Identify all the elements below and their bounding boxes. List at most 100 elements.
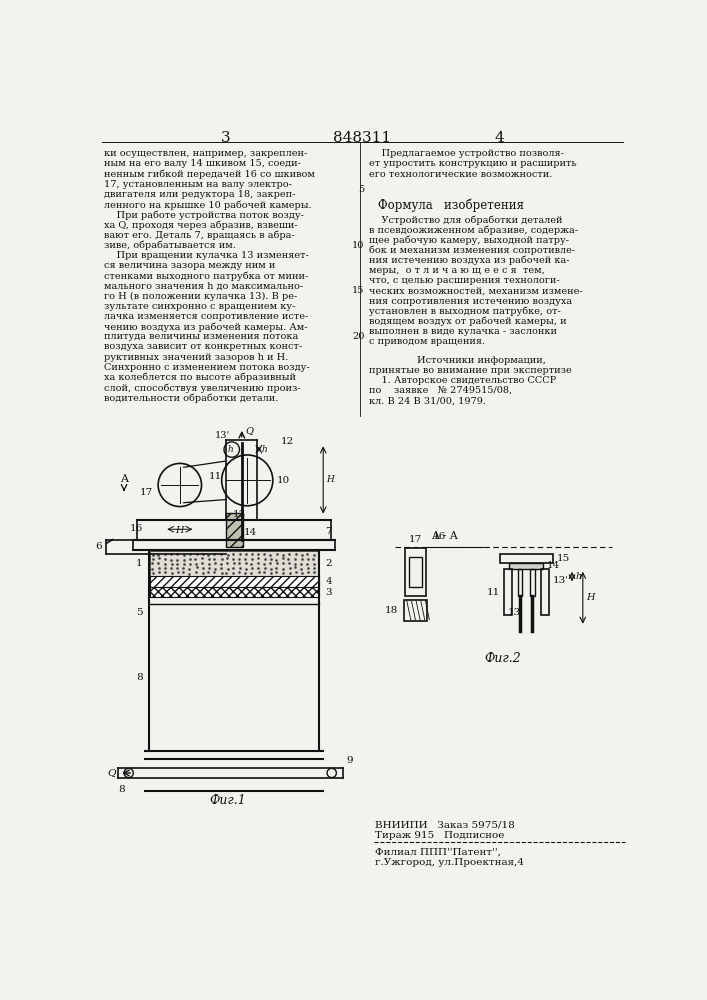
- Text: 13: 13: [508, 608, 521, 617]
- Bar: [409, 557, 421, 587]
- Text: 9: 9: [346, 756, 353, 765]
- Text: выполнен в виде кулачка - заслонки: выполнен в виде кулачка - заслонки: [369, 327, 557, 336]
- Text: плитуда величины изменения потока: плитуда величины изменения потока: [104, 332, 298, 341]
- Text: что, с целью расширения технологи-: что, с целью расширения технологи-: [369, 276, 559, 285]
- Text: H: H: [327, 475, 334, 484]
- Text: 848311: 848311: [333, 131, 391, 145]
- Text: 5: 5: [136, 608, 143, 617]
- Text: 20: 20: [352, 332, 364, 341]
- Text: 15: 15: [352, 286, 364, 295]
- Text: Филиал ППП''Патент'',: Филиал ППП''Патент'',: [375, 848, 501, 857]
- Text: Фиг.2: Фиг.2: [484, 652, 521, 665]
- Text: 3: 3: [221, 131, 230, 145]
- Text: Источники информации,: Источники информации,: [392, 356, 546, 365]
- Bar: [150, 587, 319, 597]
- Text: мального значения h до максимально-: мального значения h до максимально-: [104, 281, 303, 290]
- Text: Синхронно с изменением потока возду-: Синхронно с изменением потока возду-: [104, 363, 310, 372]
- Text: 16: 16: [129, 524, 143, 533]
- Text: ния сопротивления истечению воздуха: ния сопротивления истечению воздуха: [369, 297, 572, 306]
- Text: зиве, обрабатывается им.: зиве, обрабатывается им.: [104, 241, 235, 250]
- Text: 12: 12: [281, 437, 294, 446]
- Bar: [518, 569, 522, 596]
- Text: водительности обработки детали.: водительности обработки детали.: [104, 393, 279, 403]
- Text: его технологические возможности.: его технологические возможности.: [369, 170, 552, 179]
- Bar: [504, 569, 512, 615]
- Text: 13': 13': [553, 576, 568, 585]
- Text: Предлагаемое устройство позволя-: Предлагаемое устройство позволя-: [369, 149, 563, 158]
- Text: ха Q, проходя через абразив, взвеши-: ха Q, проходя через абразив, взвеши-: [104, 220, 298, 230]
- Text: При работе устройства поток возду-: При работе устройства поток возду-: [104, 210, 304, 220]
- Text: ненным гибкой передачей 16 со шкивом: ненным гибкой передачей 16 со шкивом: [104, 170, 315, 179]
- Bar: [530, 569, 534, 596]
- Text: 16: 16: [433, 532, 445, 541]
- Text: меры,  о т л и ч а ю щ е е с я  тем,: меры, о т л и ч а ю щ е е с я тем,: [369, 266, 544, 275]
- Text: 1. Авторское свидетельство СССР: 1. Авторское свидетельство СССР: [369, 376, 556, 385]
- Text: вают его. Деталь 7, вращаясь в абра-: вают его. Деталь 7, вращаясь в абра-: [104, 231, 295, 240]
- Text: A: A: [120, 474, 128, 484]
- Text: h: h: [228, 445, 233, 454]
- Text: 14: 14: [547, 561, 560, 570]
- Bar: [509, 563, 543, 569]
- Text: водящем воздух от рабочей камеры, и: водящем воздух от рабочей камеры, и: [369, 317, 566, 326]
- Text: стенками выходного патрубка от мини-: стенками выходного патрубка от мини-: [104, 271, 308, 281]
- Text: H: H: [175, 526, 184, 535]
- Text: руктивных значений зазоров h и H.: руктивных значений зазоров h и H.: [104, 353, 288, 362]
- Bar: [404, 600, 427, 621]
- Text: по    заявке   № 2749515/08,: по заявке № 2749515/08,: [369, 386, 512, 395]
- Text: 15: 15: [556, 554, 570, 563]
- Text: 2: 2: [325, 559, 332, 568]
- Text: Тираж 915   Подписное: Тираж 915 Подписное: [375, 831, 505, 840]
- Text: 14: 14: [243, 528, 257, 537]
- Bar: [226, 513, 243, 547]
- Text: 11: 11: [209, 472, 223, 481]
- Text: ВНИИПИ   Заказ 5975/18: ВНИИПИ Заказ 5975/18: [375, 821, 515, 830]
- Text: го H (в положении кулачка 13). В ре-: го H (в положении кулачка 13). В ре-: [104, 292, 297, 301]
- Text: ки осуществлен, например, закреплен-: ки осуществлен, например, закреплен-: [104, 149, 307, 158]
- Text: 8: 8: [118, 785, 125, 794]
- Text: с приводом вращения.: с приводом вращения.: [369, 337, 485, 346]
- Bar: [500, 554, 553, 563]
- Text: 8: 8: [136, 673, 143, 682]
- Text: ческих возможностей, механизм измене-: ческих возможностей, механизм измене-: [369, 286, 583, 295]
- Bar: [150, 576, 319, 587]
- Text: 5: 5: [358, 185, 364, 194]
- Text: лачка изменяется сопротивление исте-: лачка изменяется сопротивление исте-: [104, 312, 308, 321]
- Text: 3: 3: [325, 588, 332, 597]
- Text: Q: Q: [107, 768, 115, 777]
- Text: чению воздуха из рабочей камеры. Ам-: чению воздуха из рабочей камеры. Ам-: [104, 322, 308, 332]
- Text: ет упростить конструкцию и расширить: ет упростить конструкцию и расширить: [369, 159, 576, 168]
- Text: 13: 13: [233, 510, 246, 519]
- Text: Q: Q: [246, 426, 254, 435]
- Text: h: h: [262, 445, 268, 454]
- Text: двигателя или редуктора 18, закреп-: двигателя или редуктора 18, закреп-: [104, 190, 296, 199]
- Text: кл. В 24 В 31/00, 1979.: кл. В 24 В 31/00, 1979.: [369, 396, 486, 405]
- Text: 17, установленным на валу электро-: 17, установленным на валу электро-: [104, 180, 292, 189]
- Text: зультате синхронно с вращением ку-: зультате синхронно с вращением ку-: [104, 302, 296, 311]
- Text: 18: 18: [385, 606, 397, 615]
- Text: установлен в выходном патрубке, от-: установлен в выходном патрубке, от-: [369, 307, 561, 316]
- Text: ся величина зазора между ним и: ся величина зазора между ним и: [104, 261, 275, 270]
- Text: ния истечению воздуха из рабочей ка-: ния истечению воздуха из рабочей ка-: [369, 256, 569, 265]
- Text: ным на его валу 14 шкивом 15, соеди-: ным на его валу 14 шкивом 15, соеди-: [104, 159, 300, 168]
- Text: 10: 10: [352, 241, 364, 250]
- Text: ха колеблется по высоте абразивный: ха колеблется по высоте абразивный: [104, 373, 296, 382]
- Text: бок и механизм изменения сопротивле-: бок и механизм изменения сопротивле-: [369, 246, 575, 255]
- Text: 4: 4: [494, 131, 504, 145]
- Text: щее рабочую камеру, выходной патру-: щее рабочую камеру, выходной патру-: [369, 236, 569, 245]
- Bar: [150, 551, 319, 576]
- Text: h: h: [575, 572, 581, 581]
- Text: 10: 10: [276, 476, 290, 485]
- Text: в псевдоожиженном абразиве, содержа-: в псевдоожиженном абразиве, содержа-: [369, 225, 578, 235]
- Text: 11: 11: [486, 588, 500, 597]
- Text: воздуха зависит от конкретных конст-: воздуха зависит от конкретных конст-: [104, 342, 302, 351]
- Text: 7: 7: [325, 527, 332, 536]
- Text: H: H: [586, 593, 595, 602]
- Text: 17: 17: [409, 535, 422, 544]
- Text: 13': 13': [215, 431, 230, 440]
- Text: Устройство для обработки деталей: Устройство для обработки деталей: [369, 215, 563, 225]
- Text: г.Ужгород, ул.Проектная,4: г.Ужгород, ул.Проектная,4: [375, 858, 524, 867]
- Text: ленного на крышке 10 рабочей камеры.: ленного на крышке 10 рабочей камеры.: [104, 200, 312, 210]
- Text: При вращении кулачка 13 изменяет-: При вращении кулачка 13 изменяет-: [104, 251, 309, 260]
- Text: Фиг.1: Фиг.1: [209, 794, 246, 807]
- Text: 6: 6: [95, 542, 103, 551]
